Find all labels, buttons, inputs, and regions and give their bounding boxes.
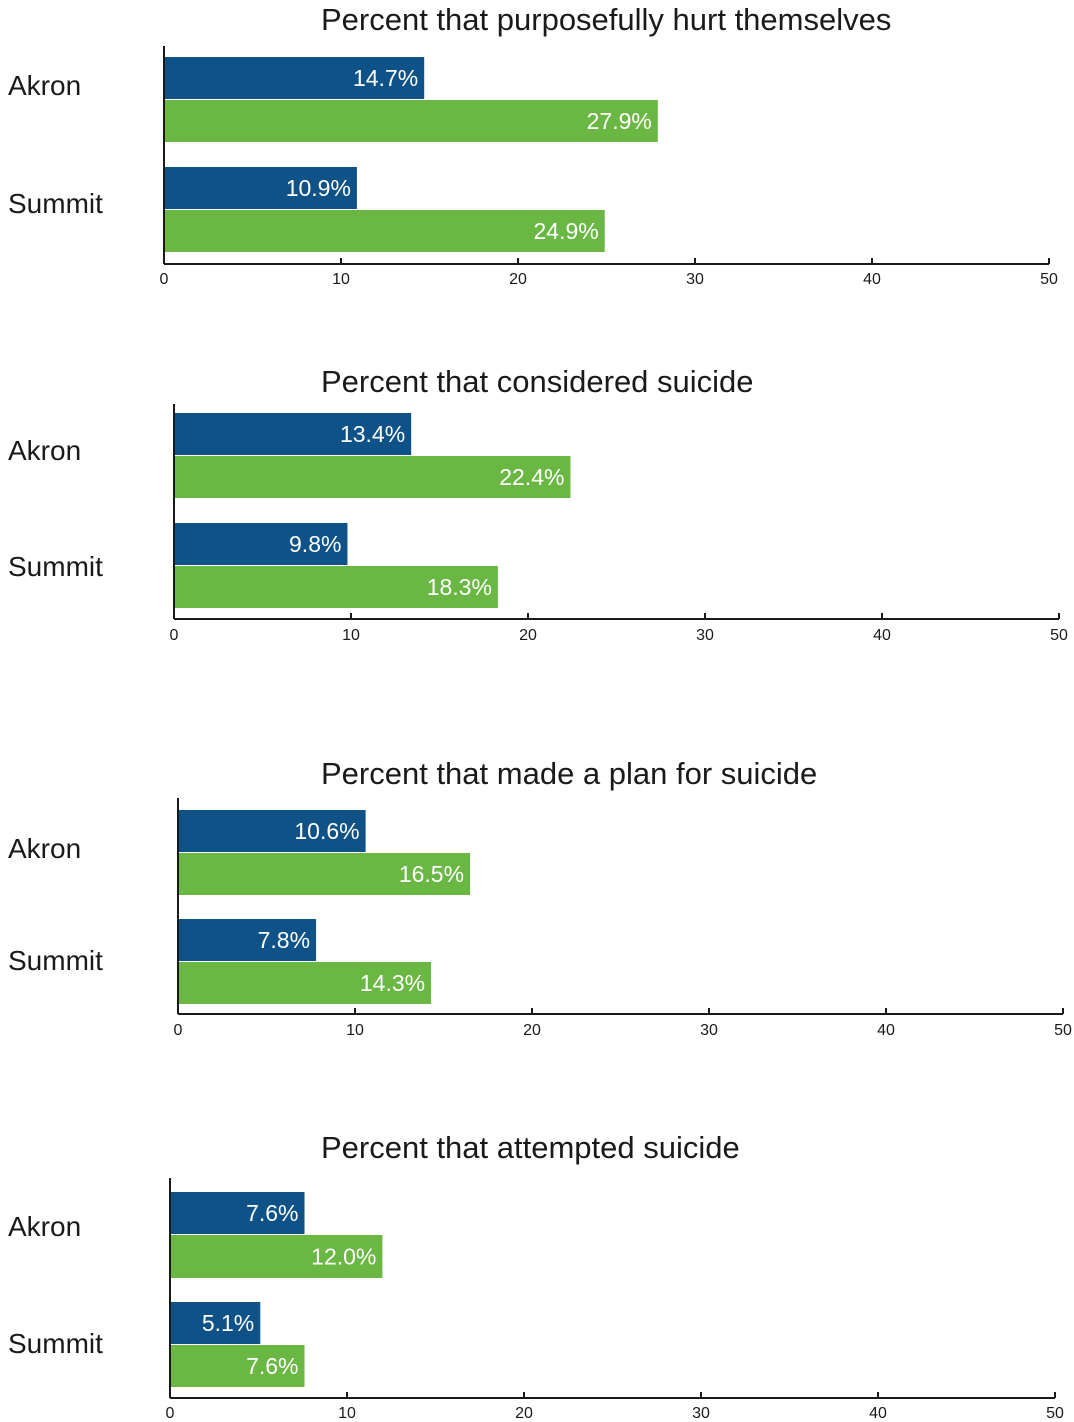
category-label: Akron xyxy=(8,833,82,864)
chart-title: Percent that considered suicide xyxy=(321,364,754,399)
bar xyxy=(164,100,658,142)
bar xyxy=(170,1192,305,1234)
category-label: Akron xyxy=(8,70,82,101)
bar-value-label: 10.9% xyxy=(286,175,351,201)
bar xyxy=(164,210,605,252)
x-tick-label: 0 xyxy=(174,1022,183,1039)
chart-title: Percent that attempted suicide xyxy=(321,1130,740,1165)
x-tick-label: 40 xyxy=(863,271,881,288)
category-label: Akron xyxy=(8,1211,82,1242)
bar xyxy=(170,1235,383,1278)
x-tick-label: 20 xyxy=(523,1022,541,1039)
bar xyxy=(174,566,498,608)
bar-value-label: 18.3% xyxy=(427,574,492,600)
x-tick-label: 50 xyxy=(1046,1405,1064,1422)
bar-value-label: 7.8% xyxy=(258,927,310,953)
x-tick-label: 0 xyxy=(170,627,179,644)
bar xyxy=(174,456,571,498)
bar xyxy=(164,57,425,99)
bar xyxy=(164,167,357,209)
x-tick-label: 40 xyxy=(869,1405,887,1422)
bar-value-label: 24.9% xyxy=(534,218,599,244)
bar xyxy=(174,413,412,455)
x-tick-label: 10 xyxy=(342,627,360,644)
x-tick-label: 50 xyxy=(1050,627,1068,644)
bar-value-label: 7.6% xyxy=(246,1353,298,1379)
bar-value-label: 14.3% xyxy=(360,970,425,996)
x-tick-label: 0 xyxy=(166,1405,175,1422)
bar-value-label: 12.0% xyxy=(311,1244,376,1270)
x-tick-label: 30 xyxy=(700,1022,718,1039)
x-tick-label: 30 xyxy=(686,271,704,288)
bar xyxy=(170,1345,305,1387)
category-label: Akron xyxy=(8,435,82,466)
bar-value-label: 14.7% xyxy=(353,65,418,91)
bar xyxy=(178,919,317,961)
x-tick-label: 0 xyxy=(160,271,169,288)
x-tick-label: 40 xyxy=(873,627,891,644)
category-label: Summit xyxy=(8,551,103,582)
bar xyxy=(170,1302,261,1344)
x-tick-label: 20 xyxy=(509,271,527,288)
bar-value-label: 5.1% xyxy=(202,1310,254,1336)
x-tick-label: 50 xyxy=(1040,271,1058,288)
x-tick-label: 20 xyxy=(519,627,537,644)
bar-value-label: 22.4% xyxy=(499,464,564,490)
bar-value-label: 10.6% xyxy=(294,818,359,844)
category-label: Summit xyxy=(8,945,103,976)
category-label: Summit xyxy=(8,1328,103,1359)
bar xyxy=(178,962,432,1004)
x-tick-label: 30 xyxy=(692,1405,710,1422)
bar xyxy=(178,853,471,895)
bar-value-label: 16.5% xyxy=(399,861,464,887)
x-tick-label: 50 xyxy=(1054,1022,1072,1039)
bar xyxy=(178,810,366,852)
x-tick-label: 40 xyxy=(877,1022,895,1039)
x-tick-label: 20 xyxy=(515,1405,533,1422)
category-label: Summit xyxy=(8,188,103,219)
x-tick-label: 30 xyxy=(696,627,714,644)
bar-value-label: 7.6% xyxy=(246,1200,298,1226)
bar-value-label: 13.4% xyxy=(340,421,405,447)
chart-title: Percent that purposefully hurt themselve… xyxy=(321,2,892,37)
bar-value-label: 27.9% xyxy=(587,108,652,134)
x-tick-label: 10 xyxy=(332,271,350,288)
bar-value-label: 9.8% xyxy=(289,531,341,557)
bar xyxy=(174,523,348,565)
chart-title: Percent that made a plan for suicide xyxy=(321,756,818,791)
x-tick-label: 10 xyxy=(346,1022,364,1039)
x-tick-label: 10 xyxy=(338,1405,356,1422)
